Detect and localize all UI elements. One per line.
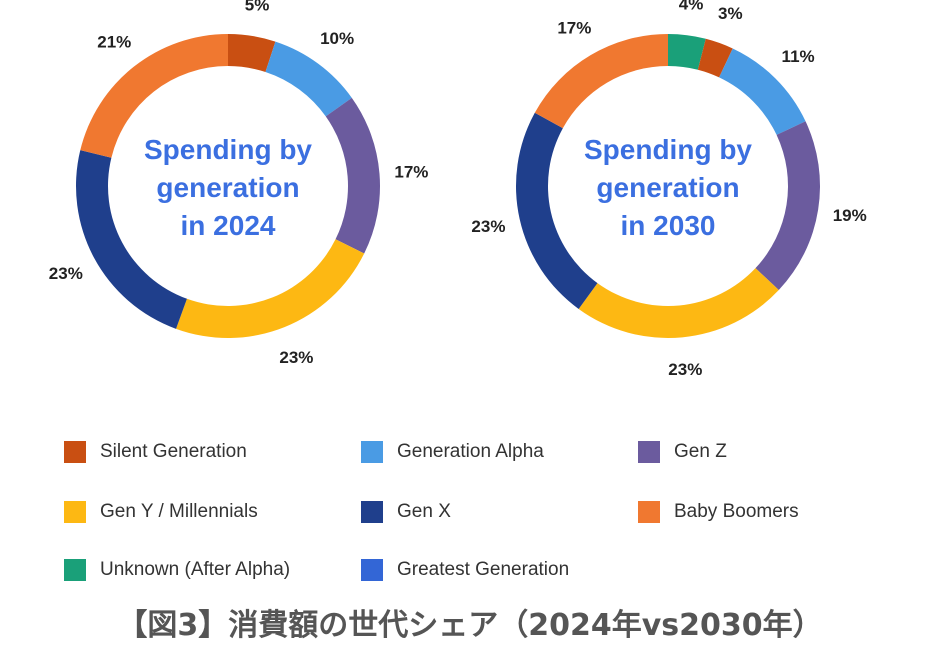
legend-swatch — [64, 501, 86, 523]
legend-item-generation-alpha: Generation Alpha — [361, 440, 544, 464]
legend-item-baby-boomers: Baby Boomers — [638, 500, 799, 524]
slice-label-unknown-after-alpha: 4% — [679, 0, 704, 13]
slice-label-baby-boomers: 21% — [97, 32, 131, 51]
legend-label: Generation Alpha — [397, 441, 544, 462]
chart-title-line: in 2024 — [181, 210, 276, 241]
slice-label-generation-alpha: 10% — [320, 29, 354, 48]
chart-title-line: Spending by — [144, 134, 312, 165]
slice-gen-y-millennials — [578, 268, 779, 338]
legend-label: Gen X — [397, 501, 451, 522]
legend: Silent Generation Generation Alpha Gen Z… — [0, 430, 940, 600]
slice-label-gen-z: 19% — [833, 206, 867, 225]
slice-gen-z — [325, 97, 380, 254]
legend-swatch — [64, 559, 86, 581]
legend-label: Silent Generation — [100, 441, 247, 462]
slice-label-gen-z: 17% — [394, 162, 428, 181]
slice-unknown-after-alpha — [668, 34, 706, 70]
chart-title-line: in 2030 — [621, 210, 716, 241]
legend-item-greatest-generation: Greatest Generation — [361, 558, 569, 582]
slice-gen-z — [755, 121, 820, 291]
legend-item-gen-y-millennials: Gen Y / Millennials — [64, 500, 258, 524]
slice-label-gen-x: 23% — [49, 264, 83, 283]
legend-label: Gen Y / Millennials — [100, 501, 258, 522]
legend-label: Greatest Generation — [397, 559, 570, 580]
chart-title-line: generation — [596, 172, 739, 203]
slice-gen-x — [76, 150, 187, 329]
slice-label-gen-y-millennials: 23% — [279, 348, 313, 367]
donut-charts: 5% 10% 17% 23% 23% 21% Spending by generation in… — [49, 0, 867, 379]
legend-item-gen-x: Gen X — [361, 500, 451, 524]
slice-label-silent-generation: 3% — [718, 4, 743, 23]
slice-silent-generation — [697, 38, 733, 78]
slice-label-generation-alpha: 11% — [782, 47, 815, 66]
slice-label-baby-boomers: 17% — [557, 19, 591, 38]
legend-item-gen-z: Gen Z — [638, 440, 727, 464]
legend-swatch — [361, 441, 383, 463]
legend-label: Gen Z — [674, 441, 727, 462]
slice-gen-y-millennials — [176, 239, 365, 338]
figure-caption: 【図3】消費額の世代シェア（2024年vs2030年） — [117, 608, 823, 643]
legend-item-unknown-after-alpha: Unknown (After Alpha) — [64, 558, 290, 582]
donut-chart-1: 5% 10% 17% 23% 23% 21% Spending by generation in… — [49, 0, 429, 367]
legend-label: Unknown (After Alpha) — [100, 559, 291, 580]
legend-swatch — [64, 441, 86, 463]
legend-item-silent-generation: Silent Generation — [64, 440, 247, 464]
legend-swatch — [361, 559, 383, 581]
slice-label-gen-x: 23% — [471, 217, 505, 236]
donut-chart-2: 4% 3% 11% 19% 23% 23% 17% Spending by generation… — [471, 0, 866, 379]
slice-label-gen-y-millennials: 23% — [668, 360, 702, 379]
legend-swatch — [638, 441, 660, 463]
chart-title-line: Spending by — [584, 134, 752, 165]
slice-baby-boomers — [80, 34, 229, 158]
legend-swatch — [361, 501, 383, 523]
slice-gen-x — [516, 112, 598, 309]
legend-label: Baby Boomers — [674, 501, 799, 522]
slice-baby-boomers — [534, 34, 668, 129]
slice-label-silent-generation: 5% — [245, 0, 270, 14]
slice-silent-generation — [228, 34, 276, 72]
slice-generation-alpha — [719, 48, 806, 135]
slice-generation-alpha — [265, 41, 352, 117]
legend-swatch — [638, 501, 660, 523]
chart-title-line: generation — [156, 172, 299, 203]
